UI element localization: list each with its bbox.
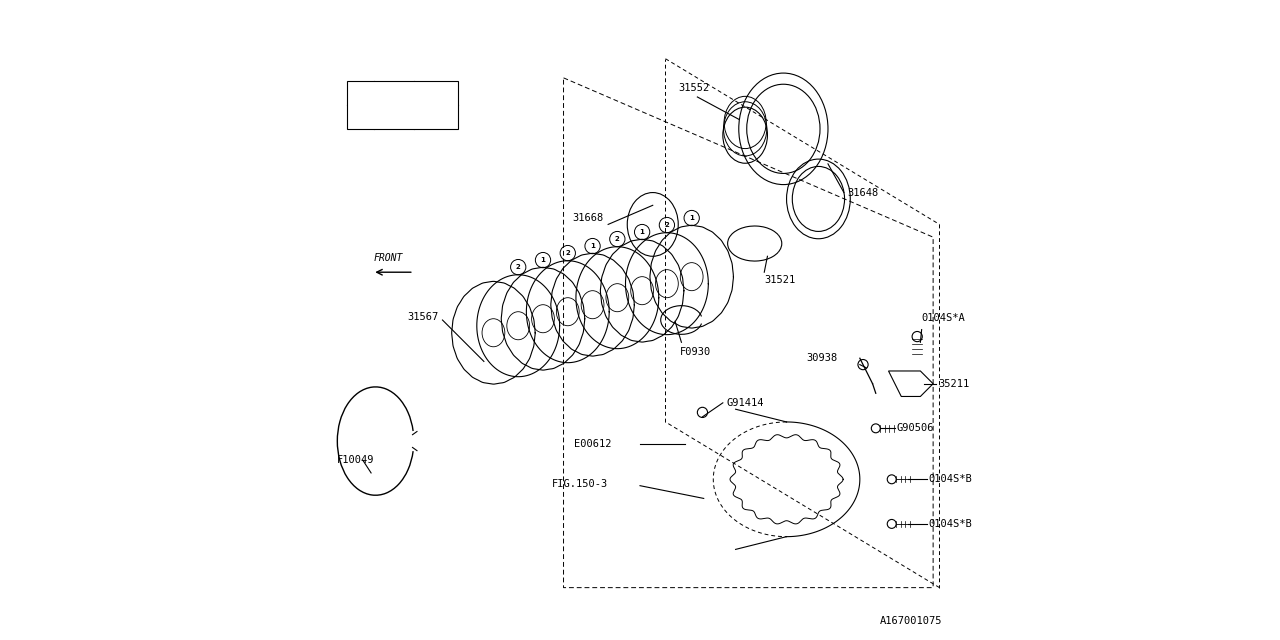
Text: F0930: F0930 [680,347,710,356]
Text: 1: 1 [540,257,545,263]
Text: 2: 2 [516,264,521,270]
Text: G91414: G91414 [726,398,764,408]
Text: 0104S*B: 0104S*B [929,474,973,484]
Text: 31552: 31552 [678,83,710,93]
Text: 31532: 31532 [379,112,408,122]
Text: 1: 1 [590,243,595,249]
Text: 2: 2 [566,250,570,256]
Text: 1: 1 [689,215,694,221]
Text: 31536: 31536 [379,88,408,98]
Text: ①: ① [356,88,365,98]
Text: 31668: 31668 [572,213,603,223]
Text: F10049: F10049 [338,455,375,465]
Text: 30938: 30938 [806,353,837,364]
Text: 31521: 31521 [764,275,795,285]
Text: 35211: 35211 [938,379,969,388]
Text: 2: 2 [614,236,620,242]
Text: 2: 2 [664,222,669,228]
Bar [347,81,458,129]
Text: A167001075: A167001075 [881,616,942,626]
Text: E00612: E00612 [573,439,612,449]
Text: 4PCS: 4PCS [425,88,448,98]
Text: 4PCS: 4PCS [425,112,448,122]
Text: 0104S*B: 0104S*B [929,519,973,529]
Text: 31648: 31648 [847,188,879,198]
Text: 0104S*A: 0104S*A [922,313,965,323]
Text: 1: 1 [640,229,645,235]
Text: FIG.150-3: FIG.150-3 [552,479,608,489]
Text: G90506: G90506 [897,423,934,433]
Text: 31567: 31567 [407,312,439,322]
Text: ②: ② [356,112,365,122]
Text: FRONT: FRONT [374,253,403,262]
